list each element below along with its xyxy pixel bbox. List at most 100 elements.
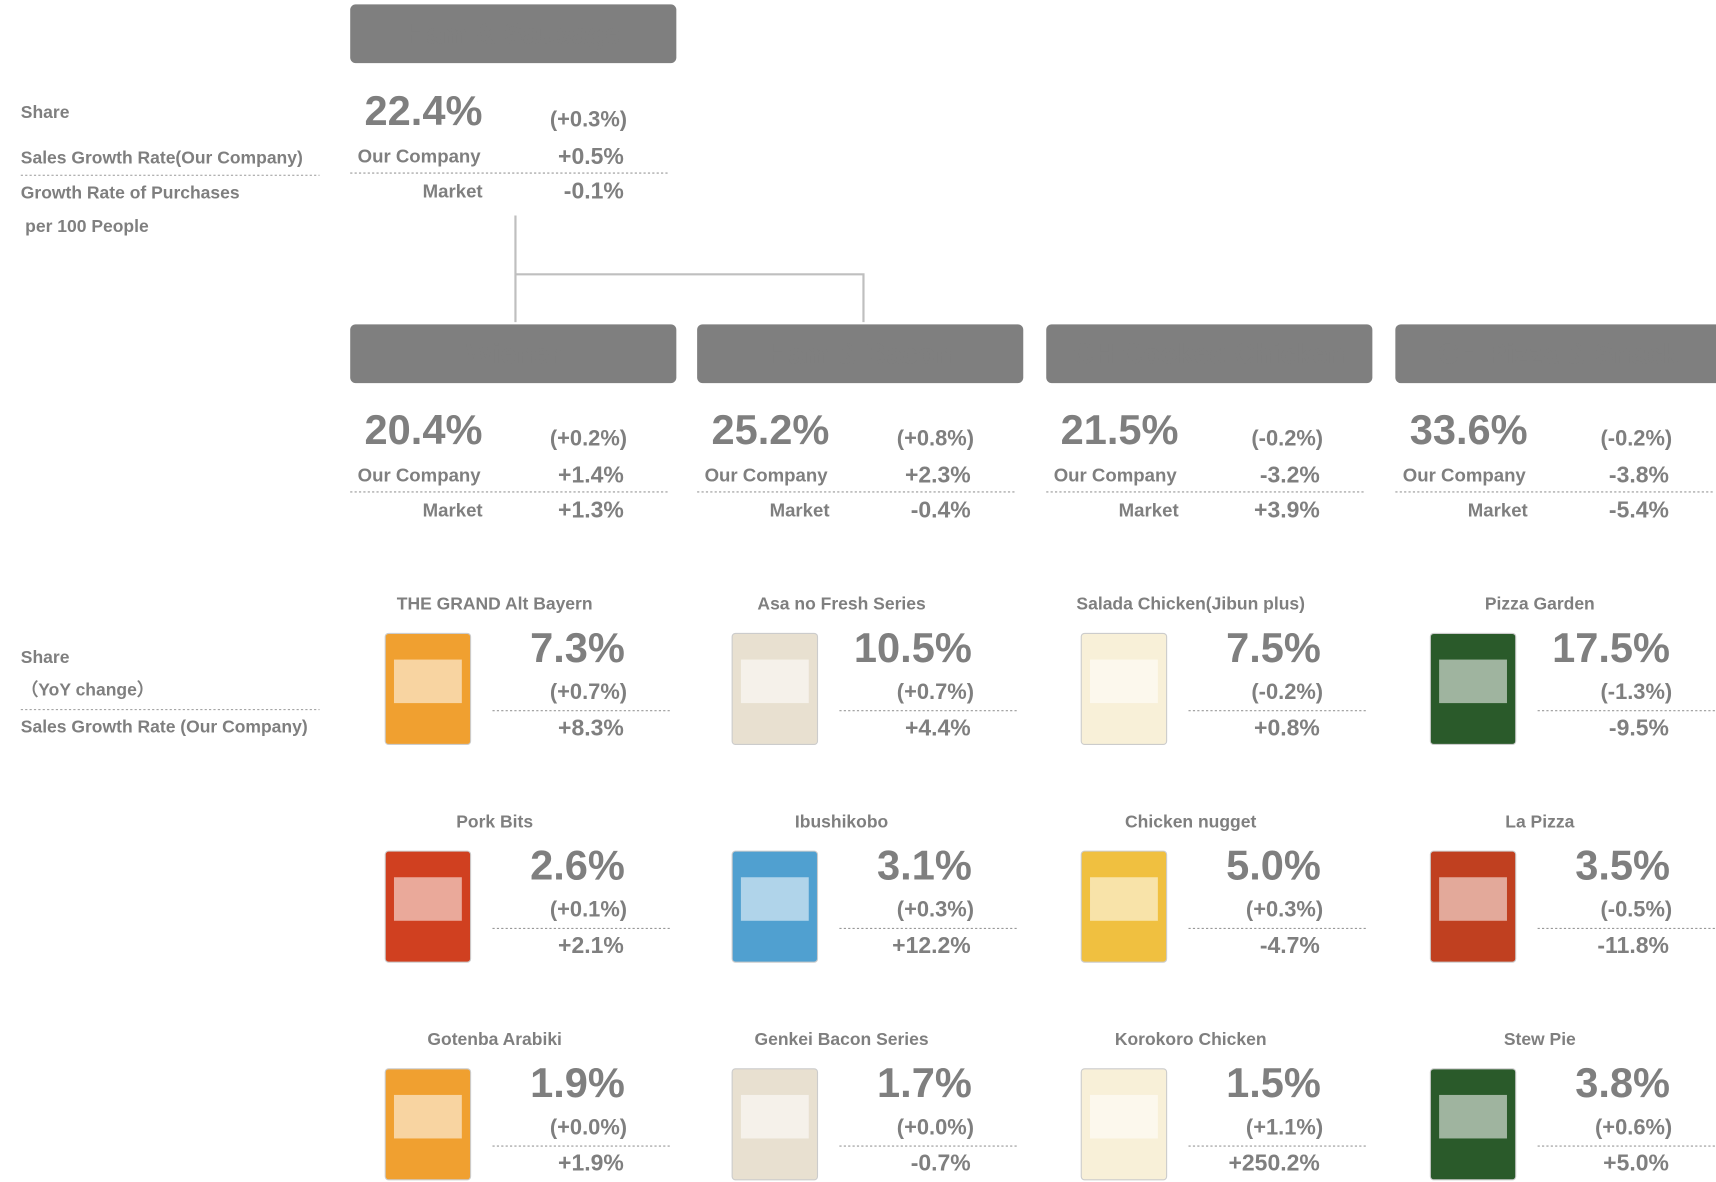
product-name: Ibushikobo [795,811,888,831]
share-change: (-0.2%) [1601,426,1673,451]
product-image-label [393,659,462,704]
product-name: Genkei Bacon Series [755,1029,929,1049]
product-share-change: (-1.3%) [1601,679,1673,704]
row-label: Growth Rate of Purchases [21,182,240,202]
row-label: Sales Growth Rate(Our Company) [21,148,303,168]
product-sales-growth: -11.8% [1597,932,1669,958]
product-share: 17.5% [1552,624,1670,671]
product-sales-growth: +0.8% [1254,714,1320,740]
product-share-change: (+0.7%) [897,679,974,704]
product-share-change: (+0.7%) [550,679,627,704]
category-header [350,4,677,64]
product-share: 1.9% [530,1059,625,1106]
product-image-label [393,877,462,921]
share-change: (+0.2%) [550,426,627,451]
product-share-change: (+1.1%) [1246,1114,1323,1139]
category-header [350,324,677,384]
product-name: Asa no Fresh Series [757,594,925,614]
market-growth: +1.3% [558,497,624,523]
category-title: Ham & Bacon [768,338,953,370]
product-share-change: (+0.0%) [897,1114,974,1139]
our-company-growth: -3.8% [1609,462,1669,488]
category-title: Wiener [466,338,561,370]
our-company-growth: +1.4% [558,462,624,488]
product-image-label [1439,1094,1507,1139]
our-company-growth: -3.2% [1260,462,1320,488]
product-share: 5.0% [1226,842,1321,889]
market-growth: +3.9% [1254,497,1320,523]
product-sales-growth: +250.2% [1229,1150,1320,1176]
product-image-label [1090,877,1158,921]
product-image-label [1090,659,1158,704]
product-share: 10.5% [854,624,972,671]
market-label: Market [770,499,830,520]
product-image-label [1439,877,1507,921]
product-name: La Pizza [1505,811,1574,831]
share: 33.6% [1410,406,1528,453]
product-name: Pork Bits [456,811,533,831]
product-name: Stew Pie [1504,1029,1576,1049]
product-sales-growth: +8.3% [558,714,624,740]
product-image-label [393,1094,462,1139]
product-share-change: (-0.2%) [1251,679,1323,704]
product-sales-growth: +12.2% [892,932,971,958]
product-share: 1.7% [877,1059,972,1106]
market-label: Market [423,181,483,202]
share: 20.4% [365,406,483,453]
product-share-change: (+0.0%) [550,1114,627,1139]
our-company-label: Our Company [705,465,829,486]
category-title: Ham & Sausage [406,18,621,50]
our-company-label: Our Company [358,465,482,486]
product-sales-growth: +2.1% [558,932,624,958]
product-image-label [1439,659,1507,704]
product-name: THE GRAND Alt Bayern [397,594,593,614]
product-sales-growth: +5.0% [1603,1150,1669,1176]
product-name: Pizza Garden [1485,594,1595,614]
product-image-label [1090,1094,1158,1139]
share-change: (+0.8%) [897,426,974,451]
row-label: Share [21,647,70,667]
product-sales-growth: -9.5% [1609,714,1669,740]
connector [514,215,865,323]
product-sales-growth: +4.4% [905,714,971,740]
product-name: Gotenba Arabiki [427,1029,562,1049]
our-company-label: Our Company [1403,465,1527,486]
product-share-change: (+0.6%) [1595,1114,1672,1139]
our-company-label: Our Company [1054,465,1178,486]
market-label: Market [1468,499,1528,520]
product-share-change: (+0.3%) [1246,897,1323,922]
product-sales-growth: +1.9% [558,1150,624,1176]
product-name: Korokoro Chicken [1115,1029,1267,1049]
row-label: （YoY change） [21,680,155,700]
product-image-label [740,877,809,921]
product-share: 3.5% [1575,842,1670,889]
category-header [697,324,1024,384]
product-share: 3.8% [1575,1059,1670,1106]
category-title: CH Cooked Chicken [1073,338,1345,370]
product-sales-growth: -0.7% [911,1150,971,1176]
product-name: Salada Chicken(Jibun plus) [1076,594,1305,614]
row-label: Sales Growth Rate (Our Company) [21,717,308,737]
category-title: CH Pizza & Snack [1438,338,1678,370]
category-header [1046,324,1373,384]
share-change: (+0.3%) [550,107,627,132]
product-share: 1.5% [1226,1059,1321,1106]
category-header [1395,324,1716,384]
share: 22.4% [365,87,483,134]
product-image-label [740,659,809,704]
row-label: Share [21,102,70,122]
our-company-growth: +0.5% [558,143,624,169]
market-growth: -0.1% [564,178,624,204]
product-share: 2.6% [530,842,625,889]
product-image-label [740,1094,809,1139]
product-share: 3.1% [877,842,972,889]
market-label: Market [1119,499,1179,520]
share-change: (-0.2%) [1251,426,1323,451]
market-growth: -5.4% [1609,497,1669,523]
market-growth: -0.4% [911,497,971,523]
product-share-change: (+0.3%) [897,897,974,922]
our-company-label: Our Company [358,146,482,167]
share: 25.2% [711,406,829,453]
